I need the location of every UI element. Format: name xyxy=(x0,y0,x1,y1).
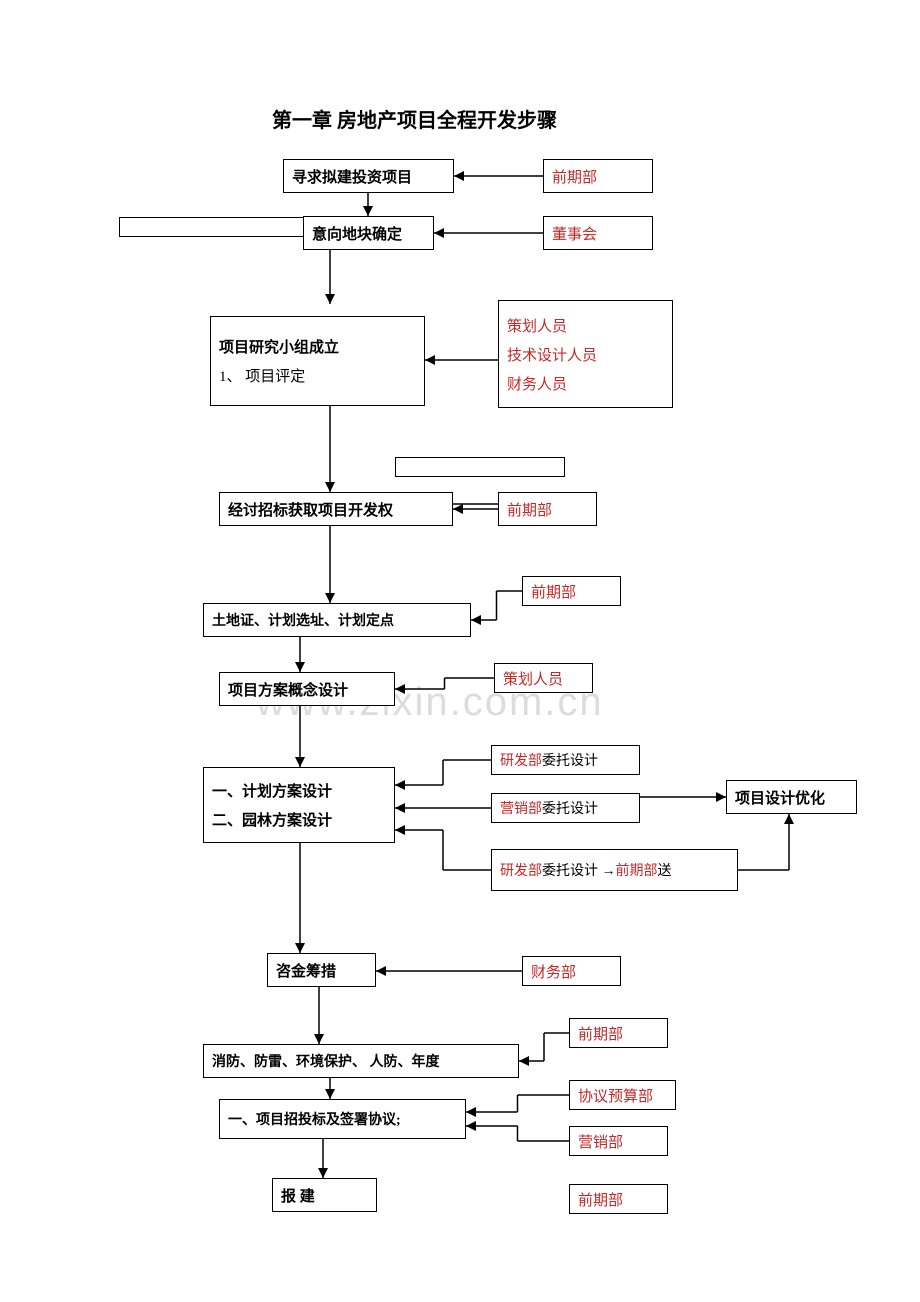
connector xyxy=(288,831,312,965)
text-line: 经讨招标获取项目开发权 xyxy=(228,499,444,520)
node-n4: 经讨招标获取项目开发权 xyxy=(219,492,453,526)
text-line: 研发部委托设计 →前期部送 xyxy=(500,860,729,880)
node-gap xyxy=(395,457,565,477)
node-r4: 前期部 xyxy=(498,492,597,526)
text-line: 二、园林方案设计 xyxy=(212,809,386,830)
node-stub xyxy=(119,217,309,237)
text-line: 前期部 xyxy=(578,1189,659,1210)
node-r2: 董事会 xyxy=(543,216,653,250)
node-n9: 消防、防雷、环境保护、 人防、年度 xyxy=(203,1044,519,1078)
text-line: 财务人员 xyxy=(507,373,664,394)
text-line: 意向地块确定 xyxy=(312,223,425,244)
connector xyxy=(383,748,503,797)
text-line: 协议预算部 xyxy=(578,1085,667,1106)
connector xyxy=(628,785,738,809)
text-line: 寻求拟建投资项目 xyxy=(292,166,445,187)
connector xyxy=(422,221,555,245)
node-r7a: 研发部委托设计 xyxy=(491,745,640,775)
text-line: 策划人员 xyxy=(503,668,584,689)
node-n3: 项目研究小组成立 1、 项目评定 xyxy=(210,316,425,406)
node-opt: 项目设计优化 xyxy=(726,780,857,814)
text-line: 技术设计人员 xyxy=(507,344,664,365)
text-line: 策划人员 xyxy=(507,315,664,336)
node-r10b: 营销部 xyxy=(569,1126,668,1156)
text-line: 项目研究小组成立 xyxy=(219,336,416,357)
connector xyxy=(364,959,534,983)
text-line: 前期部 xyxy=(507,499,588,520)
connector xyxy=(383,818,503,882)
node-r8: 财务部 xyxy=(522,956,621,986)
node-r1: 前期部 xyxy=(543,159,653,193)
node-r11: 前期部 xyxy=(569,1184,668,1214)
connector xyxy=(442,164,555,188)
node-n1: 寻求拟建投资项目 xyxy=(283,159,454,193)
connector xyxy=(383,666,506,701)
text-line: 营销部 xyxy=(578,1131,659,1152)
node-n6: 项目方案概念设计 xyxy=(219,672,395,706)
node-r7c: 研发部委托设计 →前期部送 xyxy=(491,849,738,891)
node-n8: 咨金筹措 xyxy=(267,953,376,987)
text-line: 前期部 xyxy=(578,1023,659,1044)
connector xyxy=(383,796,503,820)
text-line: 董事会 xyxy=(552,223,644,244)
connector xyxy=(454,1083,581,1124)
node-r3: 策划人员技术设计人员财务人员 xyxy=(498,300,673,408)
text-line: 研发部委托设计 xyxy=(500,750,631,770)
text-line: 咨金筹措 xyxy=(276,960,367,981)
node-r5: 前期部 xyxy=(522,576,621,606)
node-n10: 一、项目招投标及签署协议; xyxy=(219,1099,466,1139)
text-line: 报 建 xyxy=(281,1185,368,1206)
connector xyxy=(454,1114,581,1153)
node-r9: 前期部 xyxy=(569,1018,668,1048)
text-line: 营销部委托设计 xyxy=(500,798,631,818)
node-n2: 意向地块确定 xyxy=(303,216,434,250)
node-r7b: 营销部委托设计 xyxy=(491,793,640,823)
node-n7: 一、计划方案设计二、园林方案设计 xyxy=(203,767,395,843)
text-line: 一、计划方案设计 xyxy=(212,780,386,801)
text-line: 项目设计优化 xyxy=(735,787,848,808)
connector xyxy=(318,394,342,504)
node-r6: 策划人员 xyxy=(494,663,593,693)
text-line: 1、 项目评定 xyxy=(219,365,416,386)
text-line: 消防、防雷、环境保护、 人防、年度 xyxy=(212,1051,510,1071)
node-n11: 报 建 xyxy=(272,1178,377,1212)
text-line: 前期部 xyxy=(552,166,644,187)
text-line: 财务部 xyxy=(531,961,612,982)
page-title: 第一章 房地产项目全程开发步骤 xyxy=(272,104,557,133)
node-r10a: 协议预算部 xyxy=(569,1080,676,1110)
text-line: 项目方案概念设计 xyxy=(228,679,386,700)
text-line: 一、项目招投标及签署协议; xyxy=(228,1109,457,1129)
text-line: 前期部 xyxy=(531,581,612,602)
connector xyxy=(318,514,342,615)
text-line: 土地证、计划选址、计划定点 xyxy=(212,610,462,630)
connector xyxy=(413,348,510,372)
node-n5: 土地证、计划选址、计划定点 xyxy=(203,603,471,637)
